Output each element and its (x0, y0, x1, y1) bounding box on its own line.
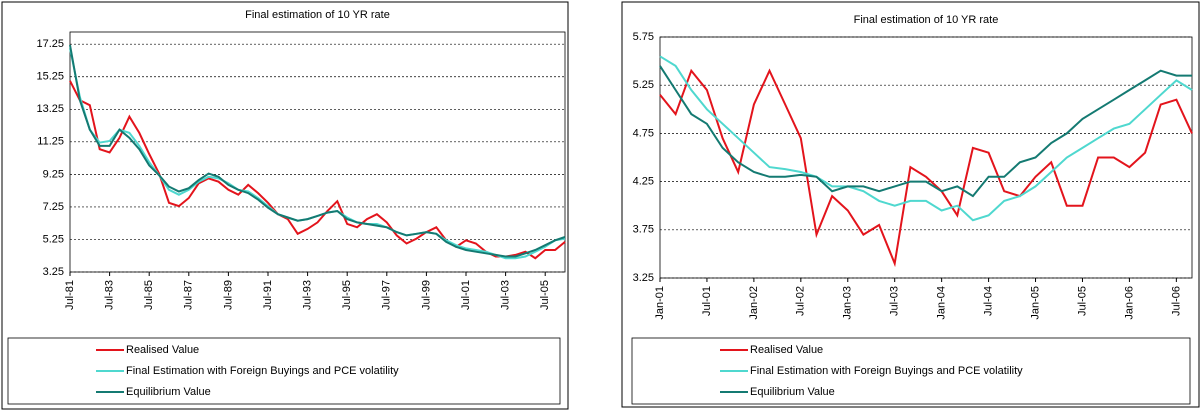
y-tick-label: 15.25 (36, 71, 64, 83)
y-tick-label: 3.25 (633, 272, 654, 284)
x-tick-label: Jan-03 (842, 286, 854, 320)
series-line (659, 65, 1192, 198)
x-tick-label: Jan-06 (1123, 286, 1135, 320)
x-tick-label: Jul-01 (701, 286, 713, 316)
plot-area (69, 31, 566, 273)
chart-frame (621, 1, 1200, 408)
x-tick-label: Jul-91 (262, 280, 274, 310)
x-tick-label: Jan-02 (748, 286, 760, 320)
x-tick-label: Jul-02 (795, 286, 807, 316)
legend-label: Equilibrium Value (126, 386, 211, 398)
x-tick-label: Jul-01 (460, 280, 472, 310)
x-tick-label: Jan-05 (1029, 286, 1041, 320)
x-tick-label: Jul-06 (1170, 286, 1182, 316)
series-line (69, 44, 566, 258)
x-tick-label: Jul-81 (64, 280, 76, 310)
y-tick-label: 3.25 (43, 266, 64, 278)
x-tick-label: Jul-03 (889, 286, 901, 316)
x-tick-label: Jul-99 (420, 280, 432, 310)
y-tick-label: 9.25 (43, 168, 64, 180)
x-tick-label: Jul-83 (104, 280, 116, 310)
y-tick-label: 3.75 (633, 224, 654, 236)
x-tick-label: Jul-87 (183, 280, 195, 310)
series-line (659, 55, 1193, 222)
y-tick-label: 5.25 (633, 79, 654, 91)
y-tick-label: 7.25 (43, 201, 64, 213)
series-line (69, 80, 566, 260)
x-tick-label: Jul-93 (302, 280, 314, 310)
x-tick-label: Jul-03 (500, 280, 512, 310)
x-tick-label: Jan-01 (654, 286, 666, 320)
y-tick-label: 17.25 (36, 38, 64, 50)
legend-label: Realised Value (750, 344, 823, 356)
y-tick-label: 5.25 (43, 233, 64, 245)
y-tick-label: 5.75 (633, 31, 654, 43)
legend-label: Realised Value (126, 344, 199, 356)
chart-title: Final estimation of 10 YR rate (245, 9, 390, 21)
y-tick-label: 4.25 (633, 176, 654, 188)
x-tick-label: Jul-05 (1076, 286, 1088, 316)
x-tick-label: Jul-89 (222, 280, 234, 310)
chart-frame (1, 1, 569, 410)
y-tick-label: 13.25 (36, 103, 64, 115)
chart-title: Final estimation of 10 YR rate (854, 14, 999, 26)
x-tick-label: Jul-04 (982, 286, 994, 316)
legend-label: Final Estimation with Foreign Buyings an… (126, 365, 399, 377)
x-tick-label: Jan-04 (936, 286, 948, 320)
y-tick-label: 4.75 (633, 127, 654, 139)
series-line (659, 68, 1193, 268)
legend-label: Equilibrium Value (750, 386, 835, 398)
x-tick-label: Jul-85 (143, 280, 155, 310)
x-tick-label: Jul-05 (539, 280, 551, 310)
y-tick-label: 11.25 (37, 136, 64, 148)
legend-label: Final Estimation with Foreign Buyings an… (750, 365, 1023, 377)
x-tick-label: Jul-95 (341, 280, 353, 310)
x-tick-label: Jul-97 (381, 280, 393, 310)
